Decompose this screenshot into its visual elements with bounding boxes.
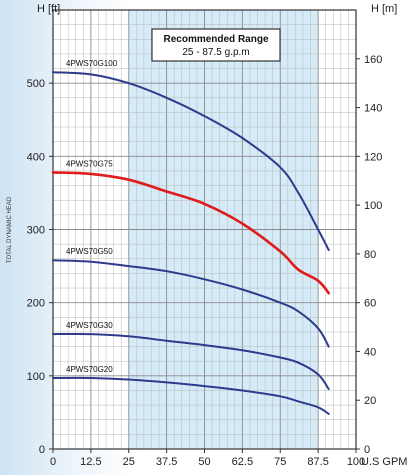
y-right-tick-label: 40 <box>364 346 376 358</box>
y-left-tick-label: 0 <box>39 444 45 456</box>
x-tick-label: 12.5 <box>80 456 101 468</box>
y-right-axis-label: H [m] <box>371 3 397 15</box>
recommended-range-text: 25 - 87.5 g.p.m <box>182 47 249 58</box>
series-line-4pws70g100 <box>52 71 330 251</box>
recommended-range-box <box>151 28 281 62</box>
y-right-tick-label: 0 <box>364 444 370 456</box>
recommended-range-title: Recommended Range <box>163 34 268 45</box>
y-left-tick-label: 400 <box>27 151 45 163</box>
x-tick-label: 0 <box>50 456 56 468</box>
x-axis-unit-label: U.S GPM <box>361 456 407 468</box>
y-left-tick-label: 100 <box>27 371 45 383</box>
y-left-tick-label: 200 <box>27 298 45 310</box>
y-left-tick-label: 300 <box>27 225 45 237</box>
series-label: 4PWS70G30 <box>66 321 113 330</box>
y-right-tick-label: 60 <box>364 298 376 310</box>
x-tick-label: 37.5 <box>156 456 177 468</box>
series-label: 4PWS70G50 <box>66 247 113 256</box>
series-label: 4PWS70G20 <box>66 365 113 374</box>
series-label: 4PWS70G100 <box>66 59 118 68</box>
series-line-4pws70g30 <box>52 332 330 390</box>
x-tick-label: 87.5 <box>307 456 328 468</box>
y-right-tick-label: 140 <box>364 103 382 115</box>
y-left-tick-label: 500 <box>27 78 45 90</box>
x-tick-label: 25 <box>123 456 135 468</box>
series-line-4pws70g50 <box>52 259 330 348</box>
y-right-tick-label: 160 <box>364 54 382 66</box>
y-right-tick-label: 100 <box>364 200 382 212</box>
series-line-4pws70g20 <box>52 376 330 415</box>
series-line-4pws70g75 <box>51 171 330 295</box>
y-left-axis-label: H [ft] <box>37 3 60 15</box>
x-tick-label: 50 <box>198 456 210 468</box>
y-right-tick-label: 80 <box>364 249 376 261</box>
x-tick-label: 62.5 <box>232 456 253 468</box>
x-tick-label: 100 <box>347 456 365 468</box>
series-label: 4PWS70G75 <box>66 159 113 168</box>
y-right-tick-label: 120 <box>364 151 382 163</box>
y-side-label: TOTAL DYNAMIC HEAD <box>7 196 13 263</box>
y-right-tick-label: 20 <box>364 395 376 407</box>
x-tick-label: 75 <box>274 456 286 468</box>
